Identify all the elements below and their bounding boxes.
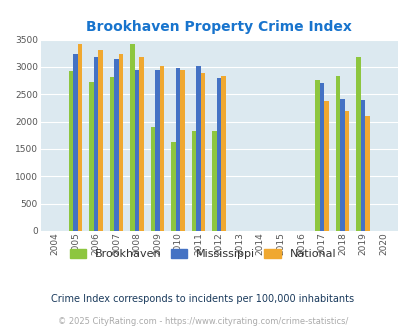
Bar <box>73 54 78 231</box>
Bar <box>323 101 328 231</box>
Bar <box>171 142 175 231</box>
Bar <box>180 70 185 231</box>
Bar <box>94 57 98 231</box>
Bar <box>139 56 143 231</box>
Bar <box>221 76 226 231</box>
Bar <box>314 80 319 231</box>
Bar <box>344 111 348 231</box>
Bar <box>339 99 344 231</box>
Bar <box>319 83 323 231</box>
Bar <box>212 131 216 231</box>
Bar <box>192 131 196 231</box>
Legend: Brookhaven, Mississippi, National: Brookhaven, Mississippi, National <box>65 244 340 263</box>
Bar <box>134 70 139 231</box>
Bar <box>364 115 369 231</box>
Text: © 2025 CityRating.com - https://www.cityrating.com/crime-statistics/: © 2025 CityRating.com - https://www.city… <box>58 317 347 326</box>
Bar <box>175 68 180 231</box>
Bar <box>68 71 73 231</box>
Bar <box>89 82 94 231</box>
Bar <box>155 70 160 231</box>
Bar <box>78 44 82 231</box>
Text: Crime Index corresponds to incidents per 100,000 inhabitants: Crime Index corresponds to incidents per… <box>51 294 354 304</box>
Bar <box>114 59 119 231</box>
Bar <box>216 79 221 231</box>
Bar <box>160 66 164 231</box>
Bar <box>335 76 339 231</box>
Bar <box>119 54 123 231</box>
Bar <box>360 100 364 231</box>
Bar <box>151 127 155 231</box>
Bar <box>130 44 134 231</box>
Bar <box>196 66 200 231</box>
Bar <box>98 50 102 231</box>
Bar <box>200 73 205 231</box>
Bar <box>109 77 114 231</box>
Bar <box>355 57 360 231</box>
Title: Brookhaven Property Crime Index: Brookhaven Property Crime Index <box>86 20 351 34</box>
